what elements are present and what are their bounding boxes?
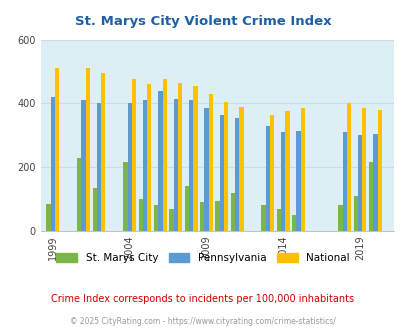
Bar <box>173 99 177 231</box>
Bar <box>132 80 136 231</box>
Bar <box>177 82 182 231</box>
Bar <box>265 126 269 231</box>
Bar <box>269 115 274 231</box>
Bar <box>158 91 162 231</box>
Bar <box>368 162 372 231</box>
Bar <box>101 73 105 231</box>
Bar <box>200 202 204 231</box>
Bar <box>143 100 147 231</box>
Bar <box>361 108 366 231</box>
Bar <box>193 86 197 231</box>
Bar <box>96 103 101 231</box>
Legend: St. Marys City, Pennsylvania, National: St. Marys City, Pennsylvania, National <box>52 248 353 267</box>
Bar <box>153 206 158 231</box>
Bar <box>188 100 193 231</box>
Bar <box>377 110 381 231</box>
Bar <box>357 135 361 231</box>
Bar <box>138 199 143 231</box>
Bar <box>234 118 239 231</box>
Bar <box>123 162 127 231</box>
Bar <box>81 100 85 231</box>
Bar <box>342 132 346 231</box>
Bar <box>184 186 188 231</box>
Bar <box>77 158 81 231</box>
Bar <box>285 112 289 231</box>
Bar <box>292 215 296 231</box>
Bar <box>46 204 51 231</box>
Bar <box>169 209 173 231</box>
Bar <box>204 108 208 231</box>
Bar <box>85 68 90 231</box>
Bar <box>51 97 55 231</box>
Bar <box>208 94 212 231</box>
Bar <box>215 201 219 231</box>
Bar <box>224 102 228 231</box>
Text: St. Marys City Violent Crime Index: St. Marys City Violent Crime Index <box>75 15 330 28</box>
Bar <box>162 80 166 231</box>
Bar <box>230 193 234 231</box>
Bar <box>337 206 342 231</box>
Bar <box>346 103 350 231</box>
Bar <box>92 188 96 231</box>
Bar <box>300 108 304 231</box>
Text: Crime Index corresponds to incidents per 100,000 inhabitants: Crime Index corresponds to incidents per… <box>51 294 354 304</box>
Bar <box>372 134 377 231</box>
Bar <box>296 130 300 231</box>
Bar <box>219 115 224 231</box>
Bar <box>147 84 151 231</box>
Bar <box>276 209 280 231</box>
Bar <box>261 206 265 231</box>
Bar <box>353 196 357 231</box>
Bar <box>280 132 285 231</box>
Bar <box>55 68 59 231</box>
Bar <box>127 103 132 231</box>
Bar <box>239 107 243 231</box>
Text: © 2025 CityRating.com - https://www.cityrating.com/crime-statistics/: © 2025 CityRating.com - https://www.city… <box>70 317 335 326</box>
